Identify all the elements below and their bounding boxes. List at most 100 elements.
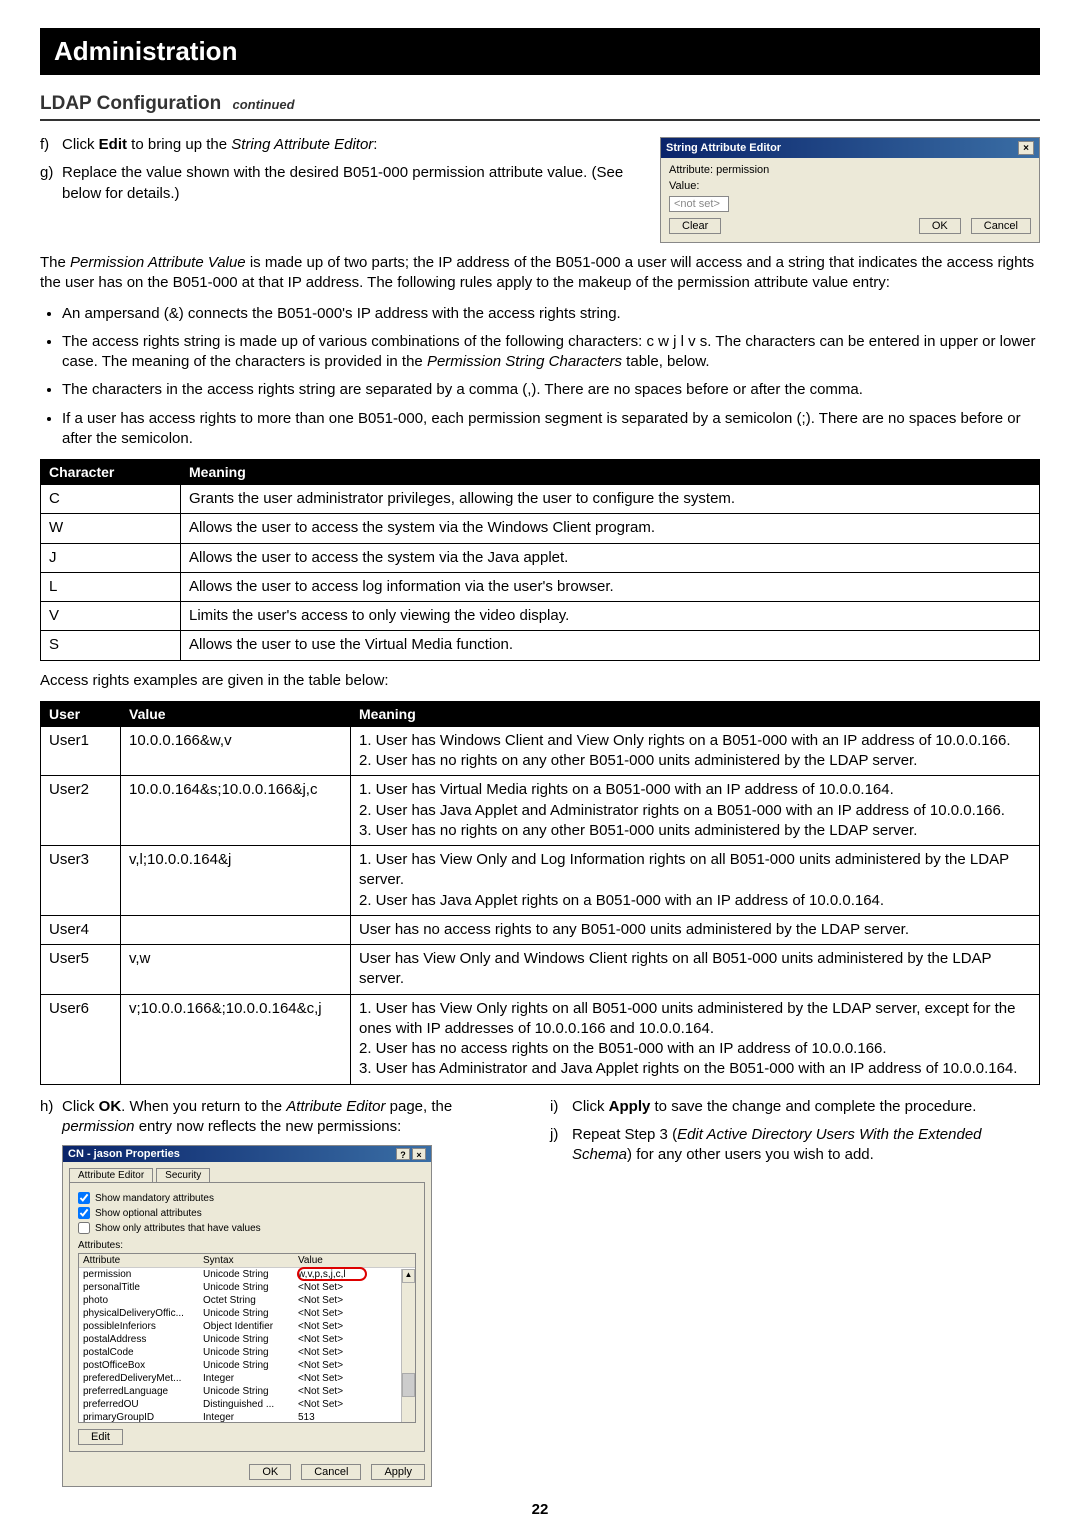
table-cell: User3 [41, 846, 121, 916]
list-cell: Unicode String [199, 1268, 294, 1281]
ok-button[interactable]: OK [249, 1464, 291, 1480]
table-cell: User6 [41, 994, 121, 1084]
table-cell: User5 [41, 945, 121, 995]
list-cell: Unicode String [199, 1359, 294, 1372]
text-italic: Permission Attribute Value [70, 254, 246, 271]
list-item[interactable]: personalTitleUnicode String<Not Set> [79, 1281, 415, 1294]
th: User [41, 701, 121, 726]
table-cell: 10.0.0.166&w,v [121, 726, 351, 776]
text: ) for any other users you wish to add. [627, 1146, 874, 1163]
text: to save the change and complete the proc… [650, 1098, 976, 1115]
step-letter: i) [550, 1097, 572, 1117]
table-cell: v;10.0.0.166&;10.0.0.164&c,j [121, 994, 351, 1084]
table-cell: J [41, 543, 181, 572]
cancel-button[interactable]: Cancel [971, 218, 1031, 234]
text-bold: Edit [99, 136, 127, 153]
list-cell: Integer [199, 1372, 294, 1385]
checkbox-optional[interactable]: Show optional attributes [78, 1207, 416, 1219]
text: The [40, 254, 70, 271]
attributes-list: Attribute Syntax Value permissionUnicode… [78, 1253, 416, 1423]
checkbox-mandatory[interactable]: Show mandatory attributes [78, 1192, 416, 1204]
list-cell: <Not Set> [294, 1359, 415, 1372]
list-item[interactable]: postalAddressUnicode String<Not Set> [79, 1333, 415, 1346]
col-header[interactable]: Attribute [79, 1254, 199, 1267]
ok-button[interactable]: OK [919, 218, 961, 234]
tab-security[interactable]: Security [156, 1168, 210, 1182]
help-icon[interactable]: ? [396, 1148, 410, 1160]
edit-button[interactable]: Edit [78, 1429, 123, 1445]
close-icon[interactable]: × [412, 1148, 426, 1160]
bullet: The access rights string is made up of v… [62, 332, 1040, 373]
list-item[interactable]: photoOctet String<Not Set> [79, 1294, 415, 1307]
list-item[interactable]: possibleInferiorsObject Identifier<Not S… [79, 1320, 415, 1333]
text-italic: String Attribute Editor [231, 136, 373, 153]
scrollbar[interactable]: ▲ [401, 1269, 415, 1422]
list-cell: preferredLanguage [79, 1385, 199, 1398]
list-item[interactable]: physicalDeliveryOffic...Unicode String<N… [79, 1307, 415, 1320]
step-letter: g) [40, 163, 62, 204]
col-header[interactable]: Value [294, 1254, 415, 1267]
col-header[interactable]: Syntax [199, 1254, 294, 1267]
dialog-titlebar: String Attribute Editor × [661, 138, 1039, 158]
table-cell: User has View Only and Windows Client ri… [351, 945, 1040, 995]
text: table, below. [622, 353, 710, 370]
value-label: Value: [669, 180, 1031, 192]
section-title: LDAP Configuration continued [40, 93, 1040, 121]
text: Click [62, 1098, 99, 1115]
permission-characters-table: Character Meaning CGrants the user admin… [40, 459, 1040, 661]
tab-attribute-editor[interactable]: Attribute Editor [69, 1168, 153, 1182]
list-cell: preferedDeliveryMet... [79, 1372, 199, 1385]
table-cell: User2 [41, 776, 121, 846]
th: Character [41, 460, 181, 485]
list-cell: Integer [199, 1411, 294, 1423]
checkbox-icon[interactable] [78, 1222, 90, 1234]
text-bold: Apply [609, 1098, 651, 1115]
text-italic: Attribute Editor [286, 1098, 385, 1115]
list-cell: <Not Set> [294, 1398, 415, 1411]
step-letter: h) [40, 1097, 62, 1138]
list-item[interactable]: preferredLanguageUnicode String<Not Set> [79, 1385, 415, 1398]
list-cell: personalTitle [79, 1281, 199, 1294]
text: : [373, 136, 377, 153]
list-cell: Unicode String [199, 1307, 294, 1320]
table-cell: Limits the user's access to only viewing… [181, 602, 1040, 631]
list-item[interactable]: postOfficeBoxUnicode String<Not Set> [79, 1359, 415, 1372]
value-input[interactable]: <not set> [669, 196, 729, 212]
list-item[interactable]: postalCodeUnicode String<Not Set> [79, 1346, 415, 1359]
table-cell: 1. User has View Only and Log Informatio… [351, 846, 1040, 916]
table-cell: Allows the user to use the Virtual Media… [181, 631, 1040, 660]
checkbox-icon[interactable] [78, 1192, 90, 1204]
close-icon[interactable]: × [1018, 141, 1034, 155]
list-cell: photo [79, 1294, 199, 1307]
list-item[interactable]: preferedDeliveryMet...Integer<Not Set> [79, 1372, 415, 1385]
list-cell: Unicode String [199, 1346, 294, 1359]
text: Repeat Step 3 ( [572, 1126, 677, 1143]
scroll-up-icon[interactable]: ▲ [402, 1269, 415, 1283]
apply-button[interactable]: Apply [371, 1464, 425, 1480]
list-item[interactable]: permissionUnicode Stringw,v,p,s,j,c,l [79, 1268, 415, 1281]
scroll-thumb[interactable] [402, 1373, 415, 1397]
bullet: If a user has access rights to more than… [62, 409, 1040, 450]
list-cell: Unicode String [199, 1333, 294, 1346]
table-cell: User4 [41, 915, 121, 944]
bullet: An ampersand (&) connects the B051-000's… [62, 304, 1040, 324]
checkbox-values[interactable]: Show only attributes that have values [78, 1222, 416, 1234]
step-i: i) Click Apply to save the change and co… [550, 1097, 1040, 1117]
list-cell: <Not Set> [294, 1372, 415, 1385]
th: Meaning [181, 460, 1040, 485]
section-continued: continued [226, 97, 294, 112]
table-cell [121, 915, 351, 944]
clear-button[interactable]: Clear [669, 218, 721, 234]
list-item[interactable]: preferredOUDistinguished ...<Not Set> [79, 1398, 415, 1411]
list-cell: Unicode String [199, 1385, 294, 1398]
step-j: j) Repeat Step 3 (Edit Active Directory … [550, 1125, 1040, 1166]
list-item[interactable]: primaryGroupIDInteger513 [79, 1411, 415, 1423]
checkbox-icon[interactable] [78, 1207, 90, 1219]
examples-intro: Access rights examples are given in the … [40, 671, 1040, 691]
list-cell: primaryGroupID [79, 1411, 199, 1423]
text-bold: OK [99, 1098, 122, 1115]
checkbox-label: Show mandatory attributes [95, 1193, 214, 1204]
cancel-button[interactable]: Cancel [301, 1464, 361, 1480]
step-body: Replace the value shown with the desired… [62, 163, 640, 204]
table-cell: W [41, 514, 181, 543]
